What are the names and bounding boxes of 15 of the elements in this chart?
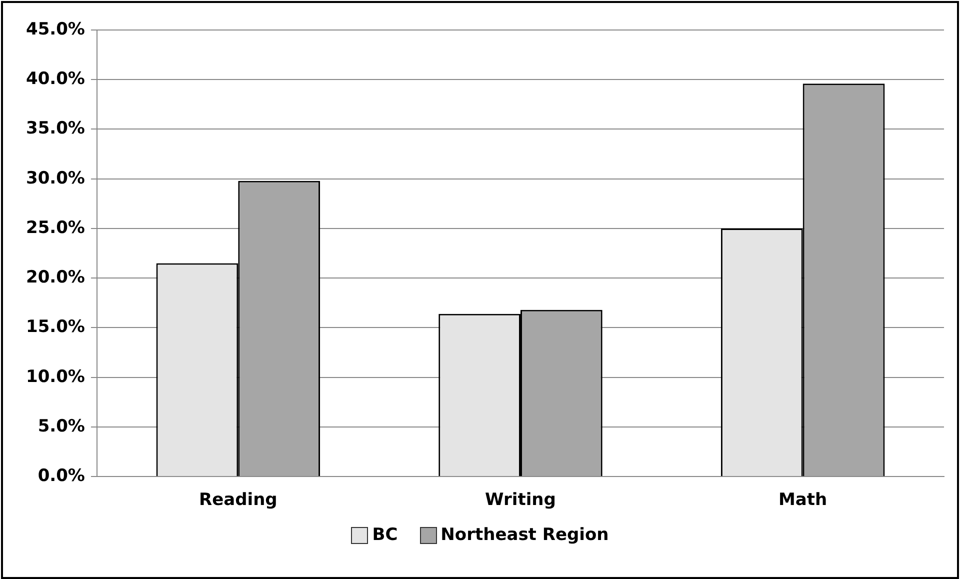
y-tick-label: 15.0% [26, 317, 85, 338]
y-tick-label: 20.0% [26, 268, 85, 288]
y-tick-label: 25.0% [26, 218, 85, 238]
legend-label: BC [372, 525, 398, 545]
y-tick-label: 30.0% [26, 168, 85, 188]
y-tick-label: 0.0% [38, 466, 85, 486]
x-tick-label: Reading [198, 490, 278, 510]
y-tick-label: 40.0% [26, 69, 85, 90]
x-tick-label: Math [778, 490, 828, 510]
legend-label: Northeast Region [440, 525, 609, 545]
y-tick-label: 45.0% [26, 19, 85, 40]
y-tick-label: 5.0% [38, 416, 85, 436]
y-tick-label: 35.0% [26, 118, 85, 139]
x-tick-label: Writing [485, 490, 556, 510]
y-tick-label: 10.0% [26, 366, 85, 387]
